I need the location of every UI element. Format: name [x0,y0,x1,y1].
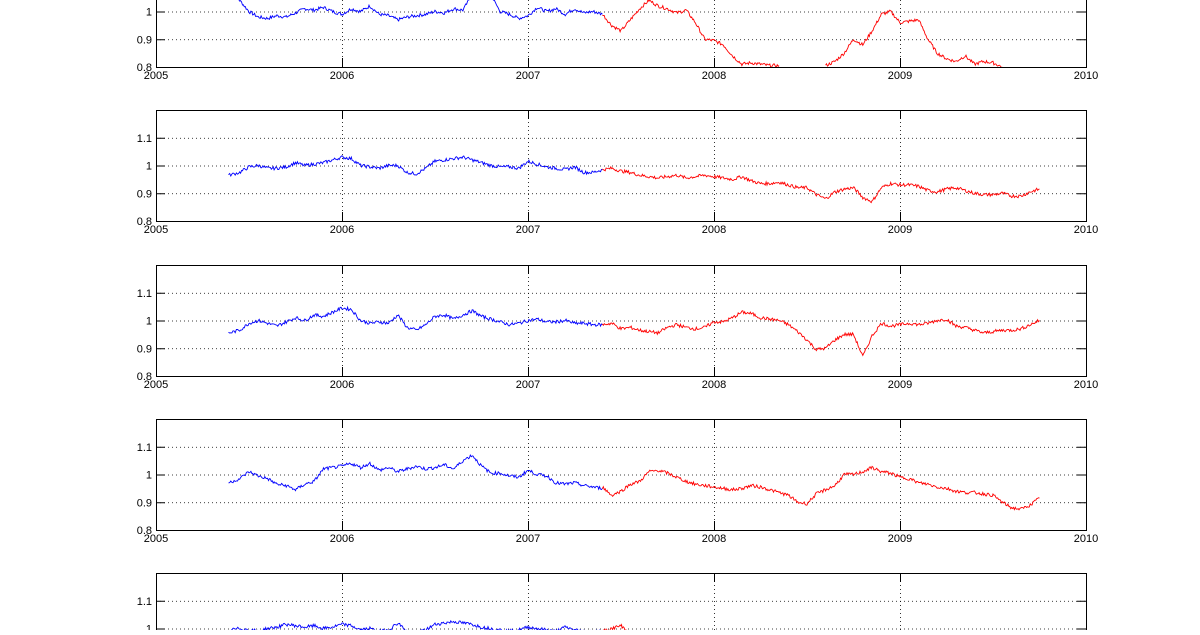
series-out-of-sample-2 [825,9,1003,67]
x-tick-label: 2010 [1074,379,1098,391]
y-tick-label: 1 [146,624,152,631]
y-tick-label: 0.9 [137,343,152,355]
x-tick-label: 2008 [702,224,726,236]
x-tick-label: 2007 [516,533,540,545]
x-tick-label: 2008 [702,70,726,82]
x-tick-label: 2005 [144,224,168,236]
y-tick-label: 0.8 [137,371,152,383]
x-tick-label: 2010 [1074,533,1098,545]
x-tick-label: 2010 [1074,70,1098,82]
x-tick-label: 2009 [888,70,912,82]
axes-panel-2: 0.8 0.9 1 1.1 2005 2006 2007 2008 2009 2010 [137,110,1098,236]
y-tick-label: 1.1 [137,442,152,454]
y-tick-label: 0.9 [137,34,152,46]
x-tick-label: 2009 [888,533,912,545]
x-tick-label: 2009 [888,379,912,391]
series-out-of-sample [602,310,1040,357]
x-tick-label: 2006 [330,224,354,236]
x-tick-label: 2006 [330,533,354,545]
x-tick-label: 2009 [888,224,912,236]
y-tick-label: 0.8 [137,62,152,74]
y-tick-label: 1.1 [137,133,152,145]
y-tick-label: 1 [146,7,152,19]
series-in-sample [228,305,603,334]
axes-panel-3: 0.8 0.9 1 1.1 2005 2006 2007 2008 2009 2010 [137,265,1098,391]
y-tick-label: 0.8 [137,216,152,228]
series-in-sample [238,0,603,22]
y-tick-label: 1 [146,161,152,173]
y-tick-label: 1 [146,470,152,482]
x-tick-label: 2007 [516,224,540,236]
x-tick-label: 2005 [144,379,168,391]
y-tick-label: 1.1 [137,288,152,300]
series-out-of-sample [601,465,1040,511]
y-tick-label: 1.1 [137,596,152,608]
x-tick-label: 2005 [144,533,168,545]
y-tick-label: 0.9 [137,188,152,200]
series-out-of-sample [602,0,780,67]
series-in-sample [228,155,603,178]
y-tick-label: 1 [146,316,152,328]
series-out-of-sample [602,165,1040,204]
x-tick-label: 2007 [516,379,540,391]
axes-panel-5: 0.80.911.1 [137,573,1087,635]
axes-panel-4: 0.8 0.9 1 1.1 2005 2006 2007 2008 2009 2010 [137,419,1098,545]
x-tick-label: 2006 [330,70,354,82]
series-in-sample [228,454,603,492]
x-tick-label: 2005 [144,70,168,82]
y-tick-label: 0.8 [137,525,152,537]
x-tick-label: 2006 [330,379,354,391]
x-tick-label: 2010 [1074,224,1098,236]
x-tick-label: 2008 [702,533,726,545]
y-tick-label: 0.9 [137,497,152,509]
x-tick-label: 2007 [516,70,540,82]
x-tick-label: 2008 [702,379,726,391]
